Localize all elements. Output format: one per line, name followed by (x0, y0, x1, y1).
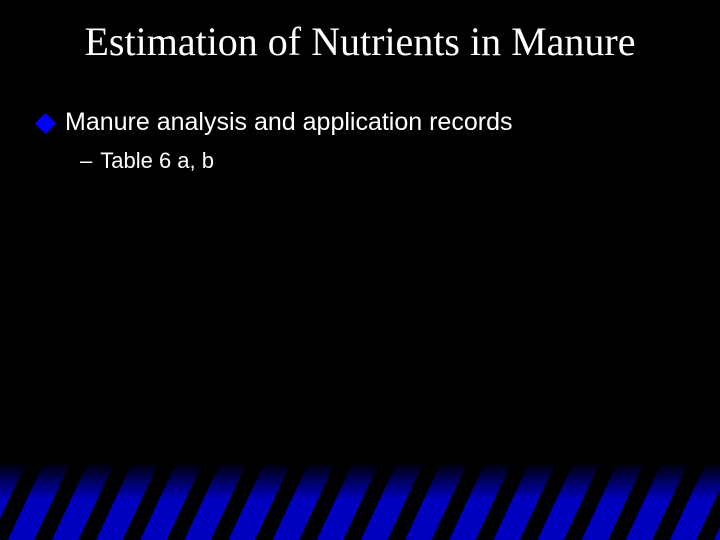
dash-bullet-icon: – (80, 150, 92, 172)
footer-band-fade (0, 462, 720, 500)
slide-title: Estimation of Nutrients in Manure (0, 18, 720, 65)
bullet-level-1-text: Manure analysis and application records (65, 108, 512, 137)
bullet-level-2-text: Table 6 a, b (100, 148, 214, 174)
footer-decorative-band (0, 462, 720, 540)
bullet-level-1: Manure analysis and application records (38, 108, 512, 137)
diamond-bullet-icon (35, 113, 56, 134)
bullet-level-2: – Table 6 a, b (80, 148, 214, 174)
